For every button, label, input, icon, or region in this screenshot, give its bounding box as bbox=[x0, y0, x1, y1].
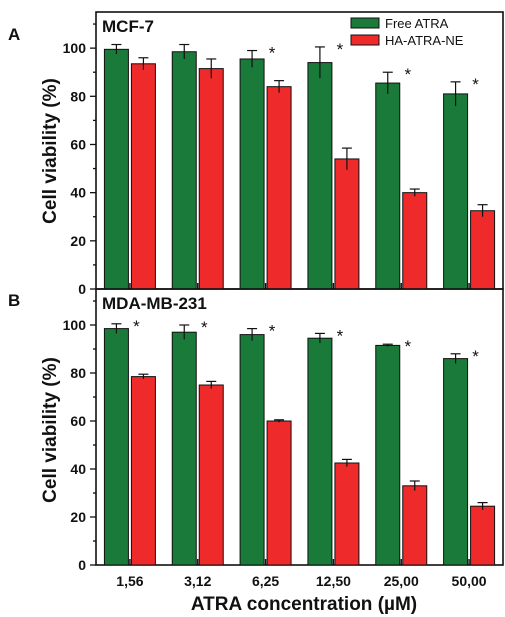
bar-free-atra bbox=[307, 62, 333, 290]
y-tick-label: 100 bbox=[63, 317, 87, 333]
bar-free-atra bbox=[239, 58, 265, 290]
bar-ha-atra-ne bbox=[198, 68, 224, 290]
y-tick-label: 100 bbox=[63, 40, 87, 56]
panel-b-letter: B bbox=[8, 291, 20, 310]
y-tick-label: 0 bbox=[78, 281, 86, 297]
bar-ha-atra-ne bbox=[198, 384, 224, 566]
panel-a-ylabel: Cell viability (%) bbox=[40, 78, 61, 224]
bar-ha-atra-ne bbox=[470, 210, 496, 290]
legend-swatch bbox=[350, 34, 380, 46]
x-tick-label: 1,56 bbox=[116, 573, 143, 589]
bar-free-atra bbox=[375, 344, 401, 566]
significance-star: * bbox=[269, 44, 276, 63]
significance-star: * bbox=[201, 318, 208, 337]
x-tick-label: 6,25 bbox=[252, 573, 279, 589]
legend-label: HA-ATRA-NE bbox=[385, 33, 464, 48]
bar-ha-atra-ne bbox=[402, 192, 428, 290]
legend-swatch bbox=[350, 17, 380, 29]
bar-ha-atra-ne bbox=[402, 485, 428, 566]
y-tick-label: 0 bbox=[78, 557, 86, 573]
bar-free-atra bbox=[307, 337, 333, 566]
bar-free-atra bbox=[443, 358, 469, 566]
bar-ha-atra-ne bbox=[266, 420, 292, 566]
significance-star: * bbox=[472, 75, 479, 94]
significance-star: * bbox=[337, 326, 344, 345]
y-tick-label: 40 bbox=[70, 461, 86, 477]
y-tick-label: 40 bbox=[70, 185, 86, 201]
bar-ha-atra-ne bbox=[130, 63, 156, 290]
y-tick-label: 20 bbox=[70, 233, 86, 249]
significance-star: * bbox=[472, 347, 479, 366]
bar-ha-atra-ne bbox=[266, 86, 292, 290]
y-tick-label: 80 bbox=[70, 365, 86, 381]
bar-ha-atra-ne bbox=[130, 376, 156, 566]
bar-free-atra bbox=[171, 51, 197, 290]
bar-free-atra bbox=[103, 328, 129, 566]
x-axis-title: ATRA concentration (µM) bbox=[191, 594, 417, 615]
plot-frame bbox=[95, 11, 504, 290]
bar-free-atra bbox=[239, 334, 265, 566]
panel-a-chart: 0 20 40 60 80 100 MCF-7 * * * * Free ATRA HA-ATRA-NE bbox=[63, 11, 504, 297]
y-tick-label: 20 bbox=[70, 509, 86, 525]
y-tick-label: 60 bbox=[70, 136, 86, 152]
panel-title: MCF-7 bbox=[102, 17, 154, 36]
plot-frame bbox=[95, 288, 504, 566]
bar-free-atra bbox=[171, 331, 197, 566]
bar-ha-atra-ne bbox=[334, 158, 360, 290]
panel-title: MDA-MB-231 bbox=[102, 294, 207, 313]
significance-star: * bbox=[269, 322, 276, 341]
significance-star: * bbox=[404, 337, 411, 356]
legend-label: Free ATRA bbox=[385, 16, 449, 31]
bar-free-atra bbox=[103, 48, 129, 290]
bar-ha-atra-ne bbox=[470, 505, 496, 566]
y-tick-label: 60 bbox=[70, 413, 86, 429]
panel-a-letter: A bbox=[8, 25, 20, 44]
panel-b-ylabel: Cell viability (%) bbox=[40, 357, 61, 503]
bar-free-atra bbox=[443, 93, 469, 290]
panel-b-chart: 0 20 40 60 80 100 MDA-MB-231 * 1,56 * 3,12 * 6,25 * 12… bbox=[63, 288, 504, 589]
y-tick-label: 80 bbox=[70, 88, 86, 104]
x-tick-label: 3,12 bbox=[184, 573, 211, 589]
significance-star: * bbox=[404, 65, 411, 84]
significance-star: * bbox=[337, 40, 344, 59]
x-tick-label: 50,00 bbox=[452, 573, 487, 589]
x-tick-label: 12,50 bbox=[316, 573, 351, 589]
significance-star: * bbox=[133, 317, 140, 336]
x-tick-label: 25,00 bbox=[384, 573, 419, 589]
bar-free-atra bbox=[375, 82, 401, 290]
bar-ha-atra-ne bbox=[334, 462, 360, 566]
